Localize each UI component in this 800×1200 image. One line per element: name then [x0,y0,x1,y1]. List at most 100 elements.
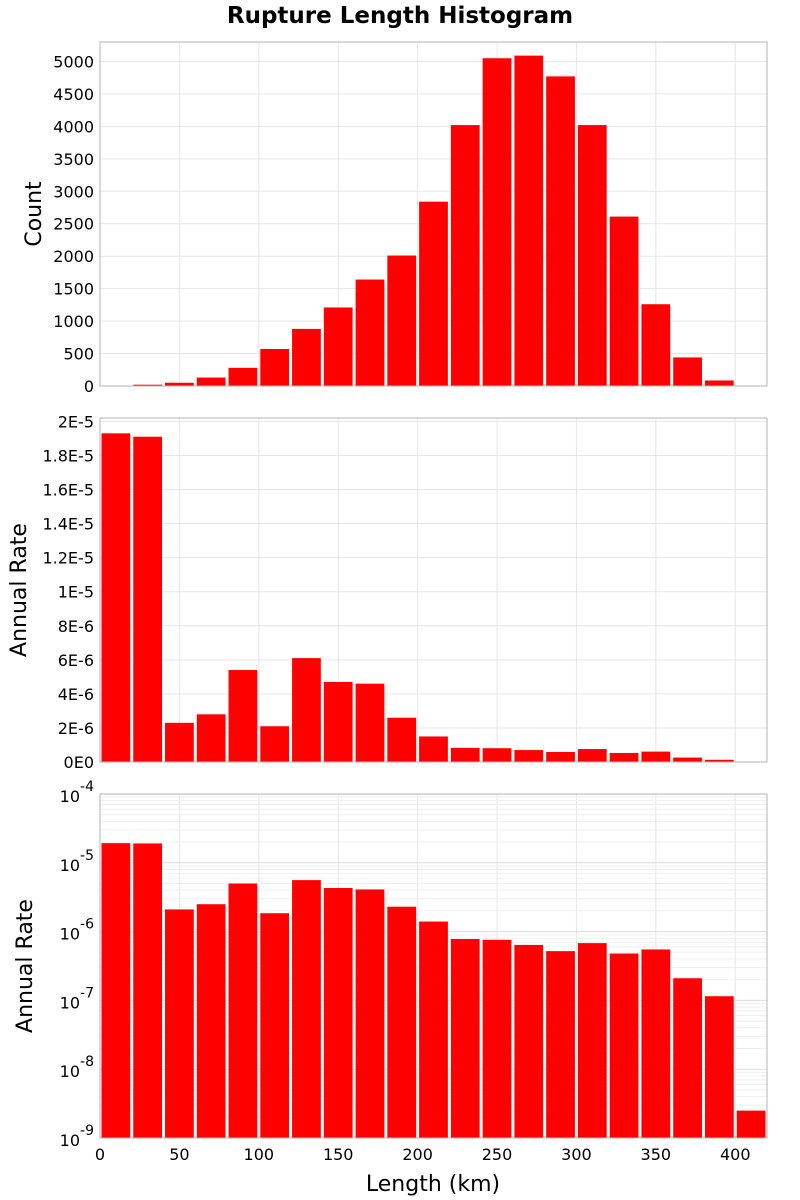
panel-2-y-ticks: 0E0 2E-6 4E-6 6E-6 8E-6 1E-5 1.2E-5 1.4E-5 1.6E-… [42,412,94,772]
panels-group: 0500100015002000250030003500400045005000… [7,41,768,1164]
x-tick-label: 100 [244,1145,275,1164]
bar [355,279,385,386]
chart-title: Rupture Length Histogram [227,3,573,29]
y-tick-label: 4500 [53,85,94,104]
bar [387,906,417,1138]
bar [450,747,480,762]
bar [133,436,163,762]
y-tick-label: 4000 [53,117,94,136]
y-tick-label: 1E-5 [58,583,94,602]
bar [292,658,321,762]
y-axis-label: Annual Rate [13,899,38,1033]
bar [450,125,480,386]
bar [609,752,639,762]
plot-frame [99,417,768,763]
bar [641,751,671,762]
bar [482,58,512,387]
bar [482,939,512,1138]
bar [609,216,639,386]
bar [514,55,544,386]
panel-3-bars [101,843,766,1138]
y-tick-label: 0E0 [64,753,94,772]
y-tick-label: 1.6E-5 [42,481,94,500]
y-tick-label: 1.8E-5 [42,446,94,465]
bar [641,304,671,386]
panel-2: 0E0 2E-6 4E-6 6E-6 8E-6 1E-5 1.2E-5 1.4E-5 1.6E-… [7,412,768,772]
y-axis-label: Count [22,181,47,247]
y-tick-base: 10 [60,993,80,1012]
bar [355,889,385,1138]
bar [323,888,353,1138]
bar [196,904,226,1138]
bar [577,943,607,1138]
y-tick-base: 10 [60,1062,80,1081]
y-tick-exponent: -9 [80,1123,94,1139]
y-tick-label: 10-7 [60,985,94,1012]
bar [196,377,226,386]
bar [165,909,194,1138]
x-tick-label: 350 [641,1145,672,1164]
bar [260,913,290,1138]
y-tick-label: 0 [84,377,94,396]
x-ticks: 0 50 100 150 200 250 300 350 400 [95,1145,751,1164]
panel-1-y-ticks: 0 500 1000 1500 2000 2500 3000 3500 4000 4500 5000 [53,52,94,396]
x-tick-label: 50 [169,1145,189,1164]
y-tick-exponent: -4 [80,779,94,795]
y-tick-label: 3500 [53,150,94,169]
y-tick-label: 3000 [53,182,94,201]
y-axis-label: Annual Rate [7,523,32,657]
bar [673,357,702,386]
bar [228,883,258,1138]
y-tick-exponent: -8 [80,1054,94,1070]
bar [165,722,194,762]
bar [323,681,353,762]
x-tick-label: 200 [402,1145,433,1164]
bar [196,714,226,762]
y-tick-label: 1500 [53,280,94,299]
bar [736,1110,766,1138]
y-tick-base: 10 [60,1131,80,1150]
x-tick-label: 250 [482,1145,513,1164]
bar [133,843,163,1138]
bar [673,757,702,762]
bar [546,751,575,762]
y-tick-label: 2000 [53,247,94,266]
x-tick-label: 0 [95,1145,105,1164]
y-tick-label: 10-8 [60,1054,94,1081]
bar [704,996,734,1138]
bar [260,349,290,386]
bar [292,880,321,1138]
y-tick-exponent: -5 [80,848,94,864]
y-tick-base: 10 [60,787,80,806]
bar [419,736,448,762]
bar [704,380,734,386]
y-tick-exponent: -6 [80,917,94,933]
x-tick-label: 300 [561,1145,592,1164]
bar [101,433,131,762]
bar [228,670,258,762]
panel-2-grid [99,418,767,763]
y-tick-label: 1.2E-5 [42,549,94,568]
y-tick-base: 10 [60,925,80,944]
y-tick-label: 2E-6 [58,719,94,738]
bar [387,255,417,386]
bar [387,717,417,762]
x-tick-label: 400 [720,1145,751,1164]
bar [165,382,194,386]
bar [577,125,607,386]
y-tick-exponent: -7 [80,985,94,1001]
bar [419,921,448,1138]
bar [355,683,385,762]
bar [609,953,639,1138]
bar [133,384,163,386]
bar [228,367,258,386]
plot-frame [99,793,768,1139]
y-tick-label: 500 [63,345,94,364]
bar [704,759,734,762]
panel-2-bars [101,433,734,762]
y-tick-label: 10-5 [60,848,94,875]
x-axis-label: Length (km) [366,1172,500,1197]
